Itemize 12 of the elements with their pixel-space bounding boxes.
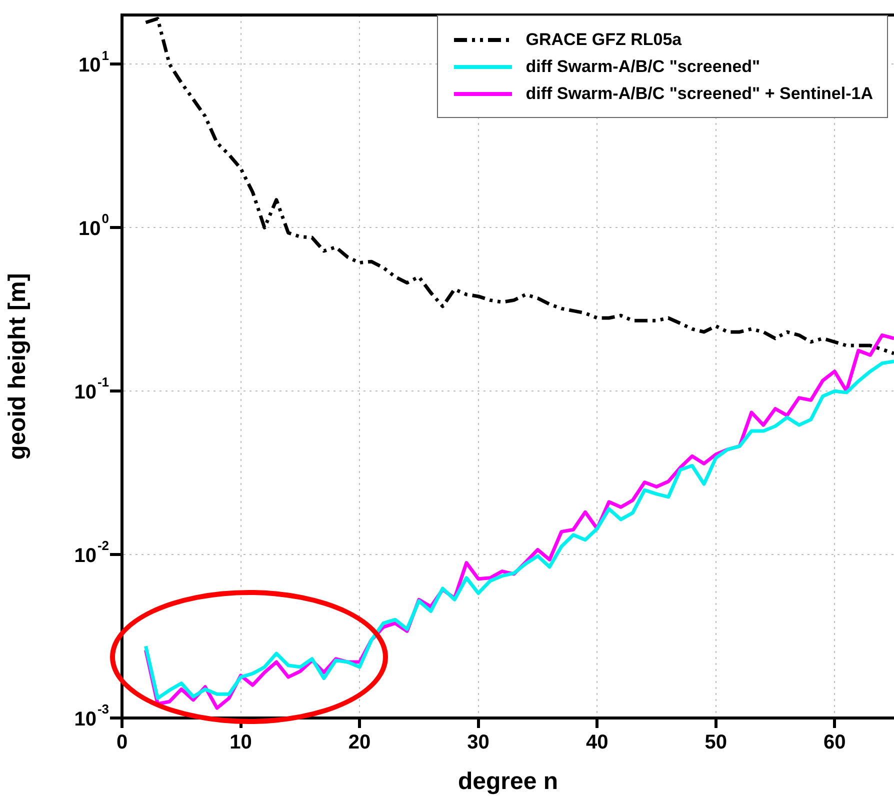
x-tick-label: 20: [348, 732, 371, 754]
x-tick-label: 30: [467, 732, 490, 754]
x-tick-label: 10: [230, 732, 252, 754]
x-tick-label: 60: [823, 732, 846, 754]
x-axis-title: degree n: [458, 768, 558, 796]
x-tick-label: 0: [116, 732, 128, 754]
x-tick-label: 50: [704, 732, 727, 754]
y-axis-title: geoid height [m]: [4, 273, 32, 460]
legend-label: GRACE GFZ RL05a: [526, 30, 682, 50]
x-tick-label: 40: [586, 732, 608, 754]
legend-label: diff Swarm-A/B/C "screened" + Sentinel-1A: [526, 84, 873, 104]
legend-label: diff Swarm-A/B/C "screened": [526, 56, 760, 76]
